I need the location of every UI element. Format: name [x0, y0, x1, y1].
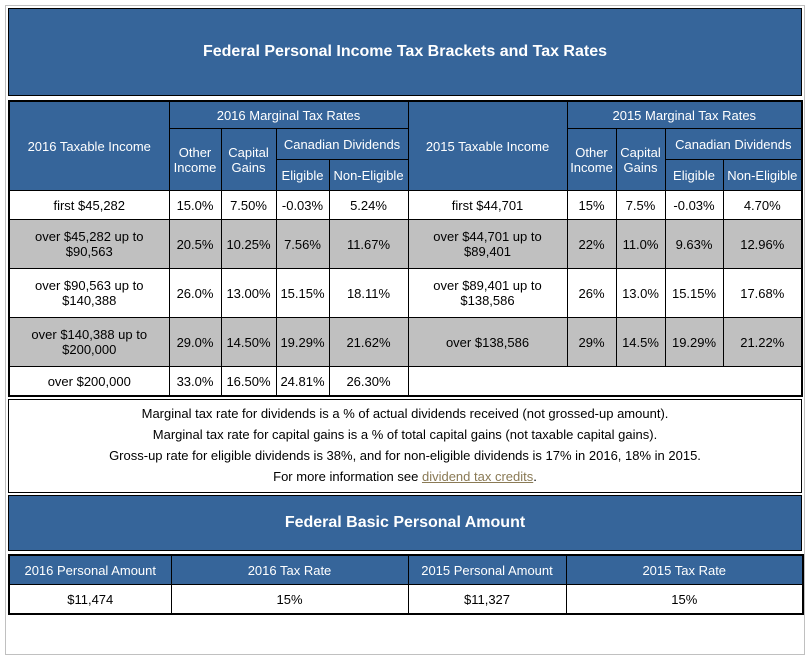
col-group-2016-marginal-rates: 2016 Marginal Tax Rates: [168, 100, 409, 129]
other-income-rate-2016: 20.5%: [168, 219, 222, 269]
col-header-2015-eligible: Eligible: [664, 159, 724, 191]
capital-gains-rate-2016: 7.50%: [220, 190, 277, 220]
col-header-2015-personal-amount: 2015 Personal Amount: [407, 554, 567, 585]
col-header-2016-tax-rate: 2016 Tax Rate: [170, 554, 409, 585]
eligible-dividend-rate-2016: 15.15%: [275, 268, 330, 318]
eligible-dividend-rate-2015: 9.63%: [664, 219, 724, 269]
bracket-row-3: over $90,563 up to $140,388 26.0% 13.00%…: [8, 268, 803, 318]
non-eligible-dividend-rate-2015: 17.68%: [722, 268, 803, 318]
col-group-2016-canadian-dividends: Canadian Dividends: [275, 128, 409, 160]
capital-gains-rate-2016: 16.50%: [220, 366, 277, 397]
basic-amount-header-row: 2016 Personal Amount 2016 Tax Rate 2015 …: [8, 554, 804, 585]
col-header-2015-non-eligible: Non-Eligible: [722, 159, 803, 191]
basic-amount-title-bar: Federal Basic Personal Amount: [8, 495, 802, 551]
more-info-period: .: [533, 469, 537, 484]
personal-amount-2016: $11,474: [8, 584, 172, 615]
col-header-2015-other-income: Other Income: [566, 128, 617, 191]
footnote-dividends: Marginal tax rate for dividends is a % o…: [141, 406, 669, 421]
header-row-categories: Other Income Capital Gains Canadian Divi…: [9, 128, 803, 191]
non-eligible-dividend-rate-2016: 21.62%: [328, 317, 409, 367]
income-range-2016: over $200,000: [8, 366, 170, 397]
income-range-2016: over $45,282 up to $90,563: [8, 219, 170, 269]
basic-amount-title: Federal Basic Personal Amount: [284, 514, 526, 531]
income-range-2015: over $89,401 up to $138,586: [407, 268, 568, 318]
personal-amount-2015: $11,327: [407, 584, 567, 615]
empty-2015-cell: [407, 366, 803, 397]
income-range-2016: first $45,282: [8, 190, 170, 220]
non-eligible-dividend-rate-2016: 5.24%: [328, 190, 409, 220]
more-info-text: For more information see: [273, 469, 422, 484]
col-header-2016-eligible: Eligible: [275, 159, 330, 191]
bracket-row-1: first $45,282 15.0% 7.50% -0.03% 5.24% f…: [8, 190, 803, 220]
non-eligible-dividend-rate-2016: 26.30%: [328, 366, 409, 397]
header-row-dividend-types: Eligible Non-Eligible Eligible Non-Eligi…: [9, 159, 803, 191]
non-eligible-dividend-rate-2016: 11.67%: [328, 219, 409, 269]
income-range-2015: over $44,701 up to $89,401: [407, 219, 568, 269]
brackets-title: Federal Personal Income Tax Brackets and…: [202, 43, 608, 60]
bracket-row-4: over $140,388 up to $200,000 29.0% 14.50…: [8, 317, 803, 367]
eligible-dividend-rate-2015: -0.03%: [664, 190, 724, 220]
footnote-more-info: For more information see dividend tax cr…: [9, 466, 801, 487]
income-range-2016: over $90,563 up to $140,388: [8, 268, 170, 318]
other-income-rate-2016: 33.0%: [168, 366, 222, 397]
non-eligible-dividend-rate-2015: 4.70%: [722, 190, 803, 220]
tax-rate-2015: 15%: [565, 584, 804, 615]
other-income-rate-2015: 22%: [566, 219, 617, 269]
eligible-dividend-rate-2016: 24.81%: [275, 366, 330, 397]
eligible-dividend-rate-2016: -0.03%: [275, 190, 330, 220]
other-income-rate-2015: 26%: [566, 268, 617, 318]
col-header-2016-capital-gains: Capital Gains: [220, 128, 277, 191]
col-header-2016-taxable-income: 2016 Taxable Income: [8, 100, 170, 191]
col-header-2015-capital-gains: Capital Gains: [615, 128, 666, 191]
col-header-2015-taxable-income: 2015 Taxable Income: [407, 100, 568, 191]
other-income-rate-2016: 15.0%: [168, 190, 222, 220]
income-range-2015: over $138,586: [407, 317, 568, 367]
dividend-tax-credits-link[interactable]: dividend tax credits: [421, 469, 534, 484]
eligible-dividend-rate-2015: 15.15%: [664, 268, 724, 318]
brackets-title-bar: Federal Personal Income Tax Brackets and…: [8, 8, 802, 96]
col-header-2016-personal-amount: 2016 Personal Amount: [8, 554, 172, 585]
other-income-rate-2016: 26.0%: [168, 268, 222, 318]
basic-personal-amount-table: 2016 Personal Amount 2016 Tax Rate 2015 …: [8, 554, 804, 615]
eligible-dividend-rate-2016: 7.56%: [275, 219, 330, 269]
footnote-gross-up: Gross-up rate for eligible dividends is …: [109, 448, 701, 463]
non-eligible-dividend-rate-2015: 21.22%: [722, 317, 803, 367]
content-frame: Federal Personal Income Tax Brackets and…: [5, 5, 805, 655]
tax-rate-2016: 15%: [170, 584, 409, 615]
col-header-2016-other-income: Other Income: [168, 128, 222, 191]
capital-gains-rate-2015: 13.0%: [615, 268, 666, 318]
capital-gains-rate-2016: 10.25%: [220, 219, 277, 269]
capital-gains-rate-2015: 7.5%: [615, 190, 666, 220]
other-income-rate-2015: 29%: [566, 317, 617, 367]
col-group-2015-marginal-rates: 2015 Marginal Tax Rates: [566, 100, 803, 129]
capital-gains-rate-2015: 11.0%: [615, 219, 666, 269]
header-row-groups: 2016 Taxable Income 2016 Marginal Tax Ra…: [8, 100, 803, 191]
bracket-row-5: over $200,000 33.0% 16.50% 24.81% 26.30%: [8, 366, 803, 397]
non-eligible-dividend-rate-2016: 18.11%: [328, 268, 409, 318]
income-range-2015: first $44,701: [407, 190, 568, 220]
income-range-2016: over $140,388 up to $200,000: [8, 317, 170, 367]
capital-gains-rate-2016: 13.00%: [220, 268, 277, 318]
col-header-2015-tax-rate: 2015 Tax Rate: [565, 554, 804, 585]
other-income-rate-2016: 29.0%: [168, 317, 222, 367]
tax-brackets-table: 2016 Taxable Income 2016 Marginal Tax Ra…: [8, 100, 804, 397]
capital-gains-rate-2016: 14.50%: [220, 317, 277, 367]
col-group-2015-canadian-dividends: Canadian Dividends: [664, 128, 803, 160]
eligible-dividend-rate-2016: 19.29%: [275, 317, 330, 367]
col-header-2016-non-eligible: Non-Eligible: [328, 159, 409, 191]
basic-amount-value-row: $11,474 15% $11,327 15%: [8, 584, 804, 615]
eligible-dividend-rate-2015: 19.29%: [664, 317, 724, 367]
footnotes-block: Marginal tax rate for dividends is a % o…: [8, 399, 802, 493]
non-eligible-dividend-rate-2015: 12.96%: [722, 219, 803, 269]
capital-gains-rate-2015: 14.5%: [615, 317, 666, 367]
footnote-capital-gains: Marginal tax rate for capital gains is a…: [152, 427, 658, 442]
bracket-row-2: over $45,282 up to $90,563 20.5% 10.25% …: [8, 219, 803, 269]
other-income-rate-2015: 15%: [566, 190, 617, 220]
